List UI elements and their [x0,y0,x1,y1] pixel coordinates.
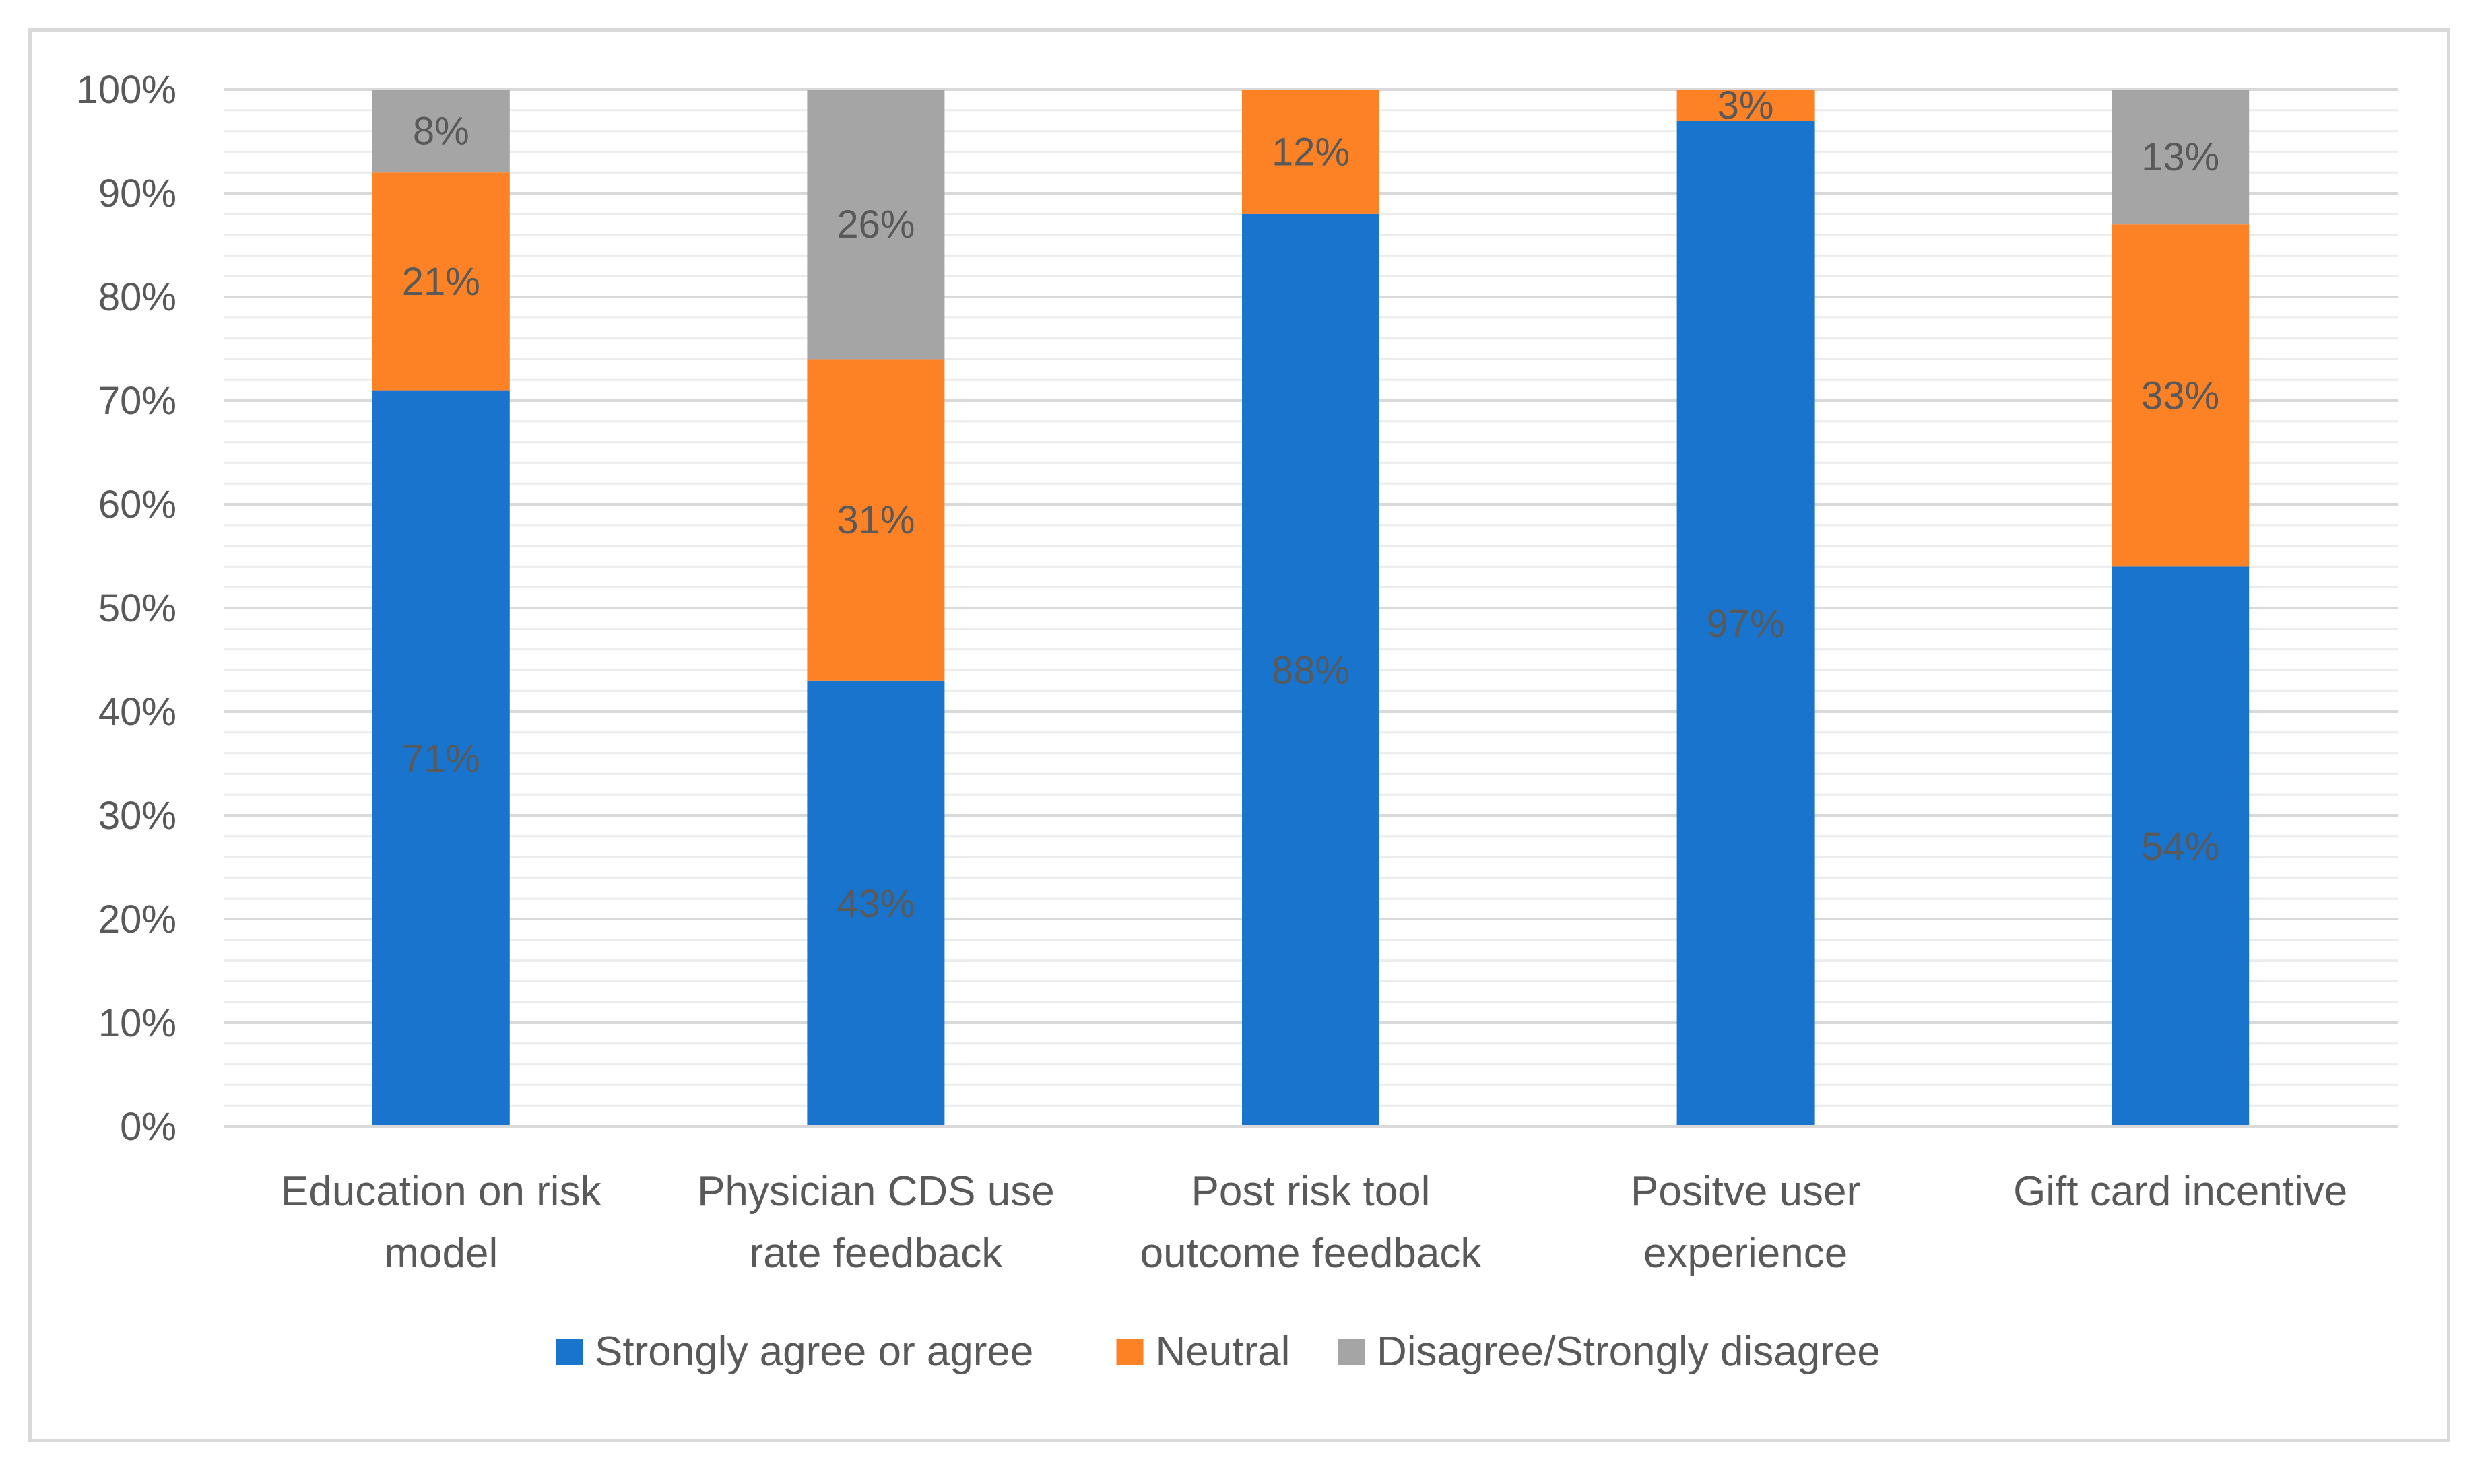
bar-segment-1 [1676,121,1815,1127]
legend-label: Neutral [1156,1328,1290,1375]
bar-segment-1 [1242,213,1379,1126]
data-label: 13% [2141,135,2219,179]
bar-segment-1 [2112,566,2250,1126]
x-category-label: Positve user [1631,1168,1860,1215]
bar-segment-2 [1242,90,1379,214]
y-tick-label: 50% [98,586,176,630]
legend-label: Disagree/Strongly disagree [1377,1328,1881,1375]
data-label: 31% [837,498,915,542]
legend-swatch [556,1339,583,1365]
x-category-label: Gift card incentive [2013,1168,2347,1215]
bar-segment-3 [2112,90,2250,225]
data-label: 21% [402,260,480,304]
y-tick-label: 0% [120,1105,176,1149]
bar-segment-1 [372,390,510,1126]
data-label: 43% [837,882,915,926]
x-category-label: Education on risk [281,1168,602,1215]
bar-segment-2 [807,359,945,681]
x-category-label: experience [1643,1230,1848,1277]
y-tick-label: 20% [98,898,176,941]
legend-label: Strongly agree or agree [595,1328,1033,1375]
data-label: 97% [1707,602,1785,646]
x-category-label: Physician CDS use [697,1168,1055,1215]
x-category-label: rate feedback [750,1230,1004,1277]
data-label: 54% [2141,825,2219,869]
data-label: 33% [2141,374,2219,417]
data-label: 88% [1272,648,1350,692]
x-category-label: model [384,1230,498,1277]
y-tick-label: 80% [98,275,176,319]
y-tick-label: 30% [98,794,176,838]
y-tick-label: 40% [98,690,176,734]
bar-segment-3 [807,90,945,360]
bar-segment-2 [1676,90,1815,121]
y-tick-label: 60% [98,483,176,527]
y-tick-label: 90% [98,172,176,215]
x-category-label: outcome feedback [1140,1230,1482,1277]
data-label: 3% [1718,83,1774,127]
y-tick-label: 10% [98,1001,176,1045]
bar-segment-2 [372,172,510,391]
bar-segment-3 [372,90,510,173]
data-label: 12% [1272,130,1350,174]
legend-swatch [1338,1339,1365,1365]
x-category-label: Post risk tool [1191,1168,1431,1215]
bar-segment-2 [2112,224,2250,567]
bar-segment-1 [807,680,945,1126]
y-tick-label: 100% [77,68,176,112]
y-tick-label: 70% [98,379,176,423]
data-label: 71% [402,737,480,780]
data-label: 8% [413,110,469,154]
legend-swatch [1116,1339,1144,1365]
data-label: 26% [837,203,915,246]
